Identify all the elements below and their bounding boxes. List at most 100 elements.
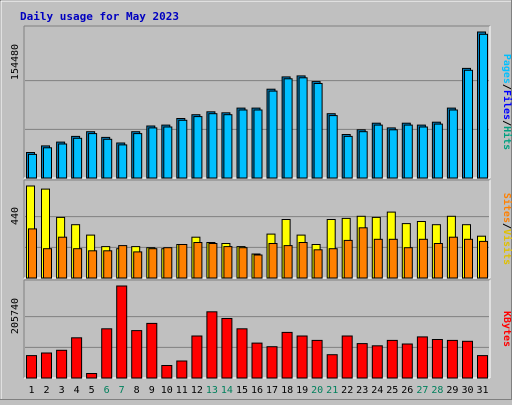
panel-kbytes: 205740 KBytes: [10, 279, 512, 379]
bar-kbytes-kbytes-22: [341, 335, 353, 379]
bar-hits-files-1: [28, 153, 37, 179]
bar-kbytes-kbytes-14: [221, 318, 233, 379]
bar-visits-sites-9: [148, 248, 158, 279]
bar-visits-sites-11: [178, 244, 188, 279]
bar-hits-files-20: [313, 83, 323, 179]
bar-visits-sites-8: [133, 251, 143, 279]
bar-hits-files-2: [43, 147, 52, 179]
bar-kbytes-kbytes-17: [266, 346, 278, 379]
bar-kbytes-kbytes-9: [146, 322, 158, 379]
bar-kbytes-kbytes-24: [371, 345, 383, 379]
x-tick-label-3: 3: [59, 385, 65, 396]
bar-kbytes-kbytes-21: [326, 354, 338, 379]
x-tick-label-11: 11: [176, 385, 188, 396]
x-tick-label-23: 23: [356, 385, 368, 396]
bar-visits-sites-20: [313, 249, 323, 279]
bar-visits-sites-26: [403, 247, 413, 279]
bar-visits-sites-27: [418, 238, 428, 279]
bar-hits-files-5: [88, 133, 98, 179]
bar-kbytes-kbytes-4: [71, 337, 83, 379]
bar-hits-files-12: [193, 116, 203, 179]
bar-visits-sites-10: [163, 247, 173, 279]
bar-visits-sites-22: [343, 239, 353, 279]
bar-visits-sites-7: [118, 245, 128, 279]
bar-visits-sites-29: [448, 236, 458, 279]
x-tick-label-31: 31: [476, 385, 488, 396]
bar-kbytes-kbytes-15: [236, 328, 248, 379]
bar-hits-files-19: [298, 77, 308, 179]
bar-kbytes-kbytes-16: [251, 342, 263, 379]
panel-hits-series-label: Pages/Files/Hits: [501, 54, 512, 150]
x-tick-label-16: 16: [251, 385, 263, 396]
bar-hits-files-6: [103, 138, 113, 179]
bar-hits-files-9: [148, 127, 158, 179]
panels-layer: 154480 Pages/Files/Hits 440 Sites/Visits 205…: [10, 25, 512, 379]
x-tick-label-5: 5: [89, 385, 95, 396]
bar-visits-sites-12: [193, 242, 203, 279]
bar-kbytes-kbytes-20: [311, 339, 323, 379]
panel-visits: 440 Sites/Visits: [10, 179, 512, 279]
bar-visits-sites-5: [88, 250, 98, 279]
bar-kbytes-kbytes-29: [446, 339, 458, 379]
bar-kbytes-kbytes-25: [386, 339, 398, 379]
x-tick-label-24: 24: [371, 385, 383, 396]
bar-kbytes-kbytes-10: [161, 365, 173, 379]
bar-kbytes-kbytes-19: [296, 335, 308, 379]
panel-hits: 154480 Pages/Files/Hits: [10, 25, 512, 179]
bar-kbytes-kbytes-18: [281, 331, 293, 379]
bar-visits-sites-1: [28, 228, 37, 279]
x-tick-label-25: 25: [386, 385, 398, 396]
x-tick-label-18: 18: [281, 385, 293, 396]
x-tick-label-13: 13: [206, 385, 218, 396]
x-tick-label-15: 15: [236, 385, 248, 396]
bar-hits-files-18: [283, 78, 293, 179]
x-tick-label-28: 28: [431, 385, 443, 396]
bar-visits-sites-14: [223, 246, 233, 279]
panel-hits-ymax-label: 154480: [10, 44, 21, 80]
bar-hits-files-11: [178, 119, 188, 179]
x-tick-label-14: 14: [221, 385, 233, 396]
x-tick-label-10: 10: [161, 385, 173, 396]
x-tick-label-30: 30: [461, 385, 473, 396]
chart-title: Daily usage for May 2023: [20, 10, 179, 23]
bar-hits-files-10: [163, 126, 173, 179]
bar-visits-sites-24: [373, 238, 383, 279]
bar-hits-files-22: [343, 135, 353, 179]
series-label-part: Sites: [501, 193, 512, 223]
bar-kbytes-kbytes-26: [401, 343, 413, 379]
bar-hits-files-27: [418, 126, 428, 179]
x-tick-label-27: 27: [416, 385, 428, 396]
bar-kbytes-kbytes-5: [86, 373, 98, 379]
x-tick-label-1: 1: [28, 385, 34, 396]
x-tick-label-29: 29: [446, 385, 458, 396]
x-tick-label-8: 8: [134, 385, 140, 396]
panel-kbytes-ymax-label: 205740: [10, 298, 21, 334]
bar-kbytes-kbytes-27: [416, 336, 428, 379]
bar-visits-sites-21: [328, 248, 338, 279]
bar-visits-sites-19: [298, 242, 308, 279]
panel-visits-series-label: Sites/Visits: [501, 193, 512, 265]
bar-visits-sites-13: [208, 243, 218, 279]
bar-kbytes-kbytes-30: [462, 340, 473, 379]
panel-visits-ymax-label: 440: [10, 207, 21, 225]
bar-hits-files-15: [238, 109, 248, 179]
bar-hits-files-16: [253, 109, 263, 179]
bar-visits-sites-28: [433, 243, 443, 279]
bar-visits-sites-18: [283, 245, 293, 279]
x-tick-label-20: 20: [311, 385, 323, 396]
panel-kbytes-series-label: KBytes: [501, 311, 512, 347]
series-label-part: Files: [501, 90, 512, 120]
x-tick-label-22: 22: [341, 385, 353, 396]
x-tick-label-6: 6: [104, 385, 110, 396]
series-label-part: Hits: [501, 126, 512, 150]
bar-kbytes-kbytes-2: [41, 352, 52, 379]
series-label-part: /: [501, 120, 512, 126]
bar-visits-sites-16: [253, 254, 263, 279]
bar-kbytes-kbytes-23: [356, 343, 368, 379]
bar-visits-sites-25: [388, 238, 398, 279]
series-label-part: KBytes: [501, 311, 512, 347]
x-tick-label-21: 21: [326, 385, 338, 396]
bar-visits-sites-4: [73, 248, 83, 279]
x-tick-label-26: 26: [401, 385, 413, 396]
